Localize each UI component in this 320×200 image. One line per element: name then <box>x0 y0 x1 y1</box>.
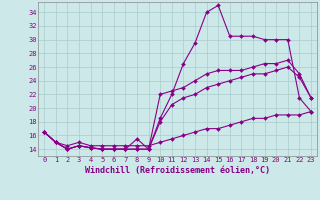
X-axis label: Windchill (Refroidissement éolien,°C): Windchill (Refroidissement éolien,°C) <box>85 166 270 175</box>
